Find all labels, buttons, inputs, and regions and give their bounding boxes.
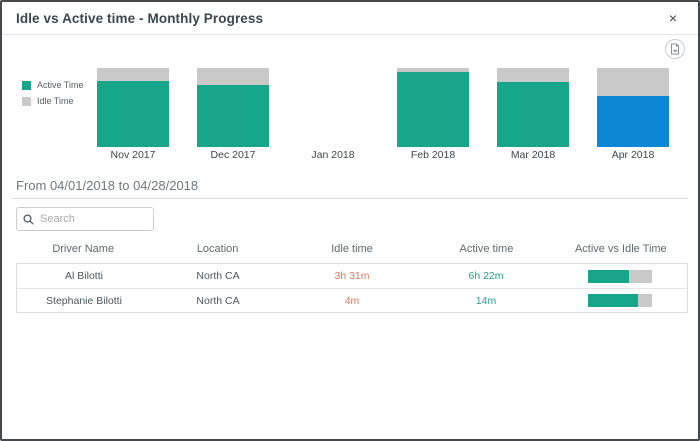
bar-category-label: Apr 2018 xyxy=(611,149,655,161)
document-image-icon xyxy=(671,43,679,55)
active-time-swatch xyxy=(22,80,31,90)
dialog-header: Idle vs Active time - Monthly Progress × xyxy=(2,2,698,35)
column-header-driver-name[interactable]: Driver Name xyxy=(52,243,115,255)
export-image-button[interactable] xyxy=(665,39,685,59)
bar-category-label: Jan 2018 xyxy=(311,149,355,161)
driver-name-cell: Stephanie Bilotti xyxy=(46,294,122,307)
bar-nov-2017[interactable] xyxy=(97,68,169,147)
bar-category-label: Feb 2018 xyxy=(410,149,456,161)
active-segment xyxy=(397,71,469,147)
location-cell: North CA xyxy=(196,270,240,282)
column-header-location[interactable]: Location xyxy=(196,243,239,255)
legend-label: Active Time xyxy=(37,80,84,90)
active-vs-idle-bar xyxy=(588,294,652,307)
active-fill xyxy=(588,269,629,283)
driver-name-cell: Al Bilotti xyxy=(65,270,103,282)
search-input[interactable] xyxy=(40,213,147,225)
idle-time-swatch xyxy=(22,96,31,106)
idle-time-cell: 4m xyxy=(344,294,360,307)
search-box[interactable] xyxy=(16,207,154,231)
chart-legend: Active Time Idle Time xyxy=(22,80,84,112)
divider xyxy=(12,198,688,199)
idle-segment xyxy=(397,68,469,72)
bar-dec-2017[interactable] xyxy=(197,68,269,147)
bar-category-label: Dec 2017 xyxy=(210,149,256,161)
bar-apr-2018[interactable] xyxy=(597,68,669,147)
legend-item-active[interactable]: Active Time xyxy=(22,80,84,90)
idle-segment xyxy=(197,68,269,85)
active-vs-idle-cell xyxy=(553,294,687,307)
bar-jan-2018[interactable] xyxy=(297,68,369,147)
active-fill xyxy=(588,294,638,307)
column-header-active-vs-idle[interactable]: Active vs Idle Time xyxy=(574,243,667,255)
column-header-idle-time[interactable]: Idle time xyxy=(331,243,373,255)
table-header: Driver Name Location Idle time Active ti… xyxy=(16,243,688,255)
search-icon xyxy=(23,213,34,225)
active-time-cell: 14m xyxy=(475,294,497,307)
close-icon[interactable]: × xyxy=(668,10,677,26)
bar-mar-2018[interactable] xyxy=(497,68,569,147)
idle-time-cell: 3h 31m xyxy=(334,270,370,282)
bar-feb-2018[interactable] xyxy=(397,68,469,147)
active-time-cell: 6h 22m xyxy=(468,270,504,282)
active-vs-idle-bar xyxy=(588,269,652,283)
column-header-active-time[interactable]: Active time xyxy=(459,243,514,255)
bar-category-label: Mar 2018 xyxy=(510,149,556,161)
legend-item-idle[interactable]: Idle Time xyxy=(22,96,84,106)
page-title: Idle vs Active time - Monthly Progress xyxy=(16,11,264,26)
idle-segment xyxy=(497,68,569,83)
idle-segment xyxy=(597,68,669,96)
table-body: Al Bilotti North CA 3h 31m 6h 22m Stephanie … xyxy=(16,263,688,313)
table-row[interactable]: Al Bilotti North CA 3h 31m 6h 22m xyxy=(17,264,687,288)
legend-label: Idle Time xyxy=(37,96,74,106)
idle-segment xyxy=(97,68,169,81)
active-segment xyxy=(197,84,269,147)
bar-category-label: Nov 2017 xyxy=(110,149,156,161)
active-segment xyxy=(597,95,669,147)
active-segment xyxy=(97,80,169,147)
period-label: From 04/01/2018 to 04/28/2018 xyxy=(16,178,199,193)
table-row[interactable]: Stephanie Bilotti North CA 4m 14m xyxy=(17,288,687,312)
location-cell: North CA xyxy=(196,294,240,307)
active-vs-idle-cell xyxy=(553,269,687,283)
active-segment xyxy=(497,82,569,147)
